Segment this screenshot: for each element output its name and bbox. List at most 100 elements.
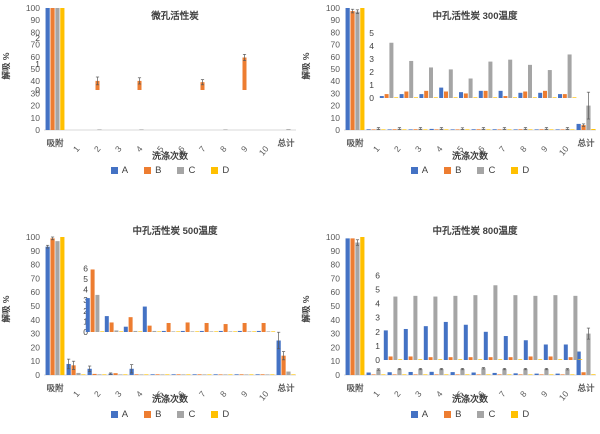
y-tick-label: 30 (31, 329, 41, 339)
y-tick-label: 10 (331, 356, 341, 366)
legend-label: B (455, 165, 462, 176)
bar-B (539, 374, 544, 375)
chart-panel-micropore: 0 10 20 30 40 50 60 70 80 90 100 吸附 1 2 3 4 5 6 7 8 9 10 总计 0 1 2… (0, 0, 300, 217)
bar-C (97, 374, 102, 375)
bar-D (157, 331, 162, 332)
inset-y-tick-label: 6 (83, 263, 88, 273)
y-tick-label: 80 (31, 260, 41, 270)
inset-y-tick-label: 5 (83, 274, 88, 284)
bar-A (555, 373, 560, 375)
inset-y-tick-label: 3 (83, 295, 88, 305)
legend-item-a: A (110, 409, 128, 420)
bar-A (471, 372, 476, 375)
bar-C (573, 295, 578, 360)
bar-D (486, 374, 491, 375)
x-axis-label: 洗涤次数 (151, 151, 188, 161)
legend-item-c: C (177, 165, 195, 176)
bar-B (518, 129, 523, 130)
y-tick-label: 90 (31, 246, 41, 256)
x-tick-label: 3 (113, 389, 124, 399)
y-tick-label: 40 (31, 76, 41, 86)
bar-C (355, 242, 360, 375)
legend-label: A (421, 165, 429, 176)
bar-A (555, 129, 560, 130)
bar-D (552, 97, 557, 98)
bar-A (513, 129, 518, 130)
y-tick-label: 100 (326, 3, 340, 13)
x-tick-label: 4 (434, 144, 445, 154)
legend-swatch-c (477, 411, 485, 418)
y-axis-label: 解吸 % (1, 295, 11, 323)
bar-B (134, 374, 139, 375)
bar-B (548, 356, 553, 360)
bar-C (286, 129, 291, 130)
bar-B (185, 322, 190, 332)
bar-A (443, 321, 448, 360)
bar-C (544, 369, 549, 375)
bar-B (434, 129, 439, 130)
x-tick-label: 2 (392, 144, 403, 154)
bar-B (518, 374, 523, 375)
bar-B (428, 357, 433, 360)
legend-label: D (222, 165, 230, 176)
bar-D (444, 374, 449, 375)
inset-y-tick-label: 4 (83, 285, 88, 295)
bar-A (45, 246, 50, 375)
bar-B (528, 356, 533, 360)
chart-title: 中孔活性炭 300温度 (432, 11, 518, 22)
bar-D (100, 331, 105, 332)
legend-swatch-a (110, 411, 118, 418)
y-axis-label: 解吸 % (1, 52, 11, 80)
bar-C (152, 330, 157, 332)
bar-C (439, 369, 444, 375)
x-tick-label: 1 (71, 389, 82, 399)
bar-D (444, 129, 449, 130)
chart-panel-mesopore-500: 0 10 20 30 40 50 60 70 80 90 100 吸附 1 2 3 4 5 6 7 8 9 10 总计 0 1 2… (0, 217, 300, 434)
bar-D (119, 331, 124, 332)
legend: A B C D (340, 165, 600, 176)
legend-label: C (188, 165, 196, 176)
legend: A B C D (340, 409, 600, 420)
bar-B (463, 93, 468, 98)
bar-C (355, 11, 360, 130)
x-tick-label: 总计 (577, 138, 595, 148)
legend-swatch-b (144, 411, 152, 418)
bar-C (55, 241, 60, 375)
bar-C (567, 54, 572, 98)
bar-B (242, 322, 247, 332)
bar-D (252, 331, 257, 332)
bar-C (493, 285, 498, 360)
y-tick-label: 90 (331, 15, 341, 25)
bar-B (223, 324, 228, 332)
bar-A (180, 330, 185, 332)
legend-swatch-b (444, 411, 452, 418)
bar-D (578, 359, 583, 360)
inset-y-tick-label: 0 (35, 85, 40, 95)
legend-item-b: B (444, 409, 461, 420)
bar-D (528, 129, 533, 130)
bar-D (271, 331, 276, 332)
inset-y-tick-label: 0 (369, 93, 374, 103)
bar-D (228, 374, 233, 375)
inset-y-tick-label: 6 (375, 270, 380, 280)
chart-title: 中孔活性炭 800温度 (432, 226, 518, 237)
bar-B (92, 373, 97, 375)
bar-D (144, 374, 149, 375)
y-tick-label: 50 (31, 64, 41, 74)
legend-swatch-c (177, 167, 185, 174)
bar-B (166, 322, 171, 332)
bar-A (576, 351, 581, 375)
inset-y-tick-label: 2 (83, 306, 88, 316)
inset-y-tick-label: 2 (369, 67, 374, 77)
bar-B (371, 374, 376, 375)
bar-B (109, 322, 114, 332)
bar-D (165, 374, 170, 375)
x-tick-label: 6 (176, 389, 187, 399)
legend-item-c: C (177, 409, 195, 420)
bar-C (171, 331, 176, 332)
bar-D (398, 359, 403, 360)
bar-D (60, 237, 65, 375)
bar-D (186, 374, 191, 375)
